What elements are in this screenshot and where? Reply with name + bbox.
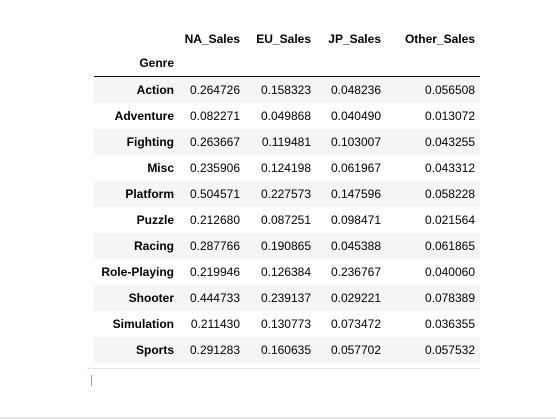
table-cell: 0.045388	[330, 239, 381, 253]
table-row: Shooter 0.444733 0.239137 0.029221 0.078389	[94, 285, 480, 311]
table-row: Sports 0.291283 0.160635 0.057702 0.057532	[94, 337, 480, 363]
column-header: JP_Sales	[328, 32, 381, 46]
index-name-row: Genre	[94, 50, 480, 77]
table-cell: 0.126384	[260, 265, 311, 279]
cell-divider	[87, 368, 480, 369]
empty-header-cell	[174, 50, 245, 77]
table-cell: 0.078389	[424, 291, 475, 305]
table-row: Puzzle 0.212680 0.087251 0.098471 0.021564	[94, 207, 480, 233]
column-header-row: NA_Sales EU_Sales JP_Sales Other_Sales	[94, 28, 480, 50]
table-cell: 0.058228	[424, 187, 475, 201]
table-row: Platform 0.504571 0.227573 0.147596 0.058228	[94, 181, 480, 207]
row-index-label: Racing	[133, 239, 174, 253]
table-cell: 0.043255	[424, 135, 475, 149]
table-cell: 0.048236	[330, 83, 381, 97]
table-cell: 0.021564	[424, 213, 475, 227]
row-index-label: Sports	[135, 343, 174, 357]
row-index-label: Action	[136, 83, 174, 97]
table-row: Role-Playing 0.219946 0.126384 0.236767 0.04…	[94, 259, 480, 285]
table-cell: 0.056508	[424, 83, 475, 97]
table-cell: 0.504571	[189, 187, 240, 201]
table-cell: 0.061865	[424, 239, 475, 253]
table-cell: 0.212680	[189, 213, 240, 227]
table-cell: 0.158323	[260, 83, 311, 97]
table-cell: 0.049868	[260, 109, 311, 123]
table-row: Racing 0.287766 0.190865 0.045388 0.061865	[94, 233, 480, 259]
corner-header-cell	[94, 28, 174, 50]
table-row: Adventure 0.082271 0.049868 0.040490 0.01307…	[94, 103, 480, 129]
table-cell: 0.287766	[189, 239, 240, 253]
row-index-label: Role-Playing	[101, 265, 174, 279]
table-cell: 0.190865	[260, 239, 311, 253]
table-cell: 0.087251	[260, 213, 311, 227]
table-row: Misc 0.235906 0.124198 0.061967 0.043312	[94, 155, 480, 181]
table-cell: 0.082271	[189, 109, 240, 123]
table-cell: 0.057702	[330, 343, 381, 357]
table-cell: 0.235906	[189, 161, 240, 175]
row-index-label: Simulation	[112, 317, 174, 331]
table-row: Fighting 0.263667 0.119481 0.103007 0.043255	[94, 129, 480, 155]
table-cell: 0.130773	[260, 317, 311, 331]
table-cell: 0.236767	[330, 265, 381, 279]
row-index-label: Platform	[125, 187, 174, 201]
row-index-label: Adventure	[114, 109, 174, 123]
index-name-header: Genre	[94, 50, 174, 77]
table-row: Action 0.264726 0.158323 0.048236 0.056508	[94, 76, 480, 103]
dataframe-table: NA_Sales EU_Sales JP_Sales Other_Sales G…	[94, 28, 480, 363]
table-cell: 0.227573	[260, 187, 311, 201]
table-cell: 0.219946	[189, 265, 240, 279]
column-header: Other_Sales	[404, 32, 475, 46]
table-cell: 0.264726	[189, 83, 240, 97]
table-cell: 0.119481	[261, 135, 311, 149]
table-cell: 0.040060	[424, 265, 475, 279]
empty-header-cell	[316, 50, 386, 77]
table-cell: 0.073472	[330, 317, 381, 331]
table-cell: 0.013072	[424, 109, 475, 123]
table-cell: 0.291283	[189, 343, 240, 357]
table-cell: 0.211430	[190, 317, 240, 331]
table-cell: 0.444733	[189, 291, 240, 305]
table-cell: 0.029221	[330, 291, 381, 305]
bottom-border	[0, 417, 556, 419]
table-cell: 0.103007	[330, 135, 381, 149]
column-header: EU_Sales	[256, 32, 311, 46]
table-cell: 0.036355	[424, 317, 475, 331]
row-index-label: Misc	[147, 161, 174, 175]
table-cell: 0.263667	[189, 135, 240, 149]
table-cell: 0.160635	[260, 343, 311, 357]
column-header: NA_Sales	[184, 32, 240, 46]
empty-header-cell	[245, 50, 316, 77]
table-body: Action 0.264726 0.158323 0.048236 0.056508 Ad…	[94, 76, 480, 363]
table-row: Simulation 0.211430 0.130773 0.073472 0.0363…	[94, 311, 480, 337]
table-cell: 0.239137	[260, 291, 311, 305]
table-cell: 0.057532	[424, 343, 475, 357]
row-index-label: Shooter	[128, 291, 174, 305]
table-cell: 0.040490	[330, 109, 381, 123]
table-cell: 0.124198	[260, 161, 311, 175]
table-cell: 0.043312	[424, 161, 475, 175]
row-index-label: Fighting	[126, 135, 174, 149]
text-cursor[interactable]	[91, 375, 92, 386]
table-cell: 0.061967	[330, 161, 381, 175]
row-index-label: Puzzle	[136, 213, 174, 227]
table-cell: 0.098471	[330, 213, 381, 227]
empty-header-cell	[386, 50, 480, 77]
table-cell: 0.147596	[330, 187, 381, 201]
